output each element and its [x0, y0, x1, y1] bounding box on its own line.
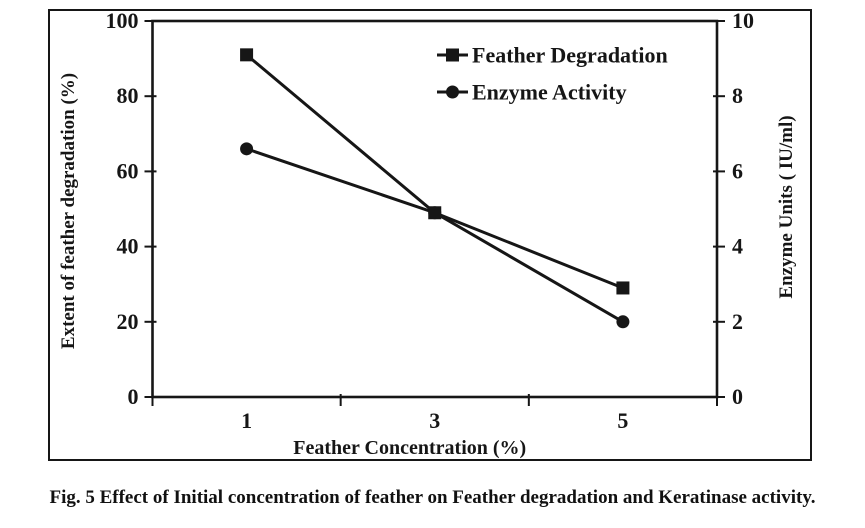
legend-label: Feather Degradation [472, 43, 668, 68]
y-right-tick-label: 0 [732, 384, 743, 409]
y-left-tick-label: 60 [117, 158, 139, 183]
y-right-tick-label: 10 [732, 11, 754, 33]
x-tick-label: 1 [241, 408, 252, 433]
plot-border [151, 19, 719, 399]
y-right-tick-label: 2 [732, 309, 743, 334]
y-left-axis-title: Extent of feather degradation (%) [58, 73, 79, 349]
series-line-enzyme-activity [246, 147, 624, 324]
data-marker-square [616, 281, 630, 295]
data-marker-circle [616, 315, 630, 329]
legend-marker-circle [446, 85, 459, 99]
y-right-tick-label: 6 [732, 158, 743, 183]
legend-marker-square [446, 48, 459, 62]
y-left-tick-label: 0 [128, 384, 139, 409]
y-right-tick-label: 8 [732, 83, 743, 108]
figure-caption: Fig. 5 Effect of Initial concentration o… [49, 487, 816, 508]
data-marker-circle [428, 206, 442, 220]
data-marker-square [240, 48, 254, 62]
y-left-tick-label: 40 [117, 234, 139, 259]
chart-canvas: 0 20 40 60 80 100 0 2 4 6 8 10 1 3 5 Extent of feather … [58, 11, 797, 459]
x-tick-label: 3 [429, 408, 440, 433]
y-left-tick-label: 100 [106, 11, 139, 33]
y-right-axis-title: Enzyme Units ( IU/ml) [776, 115, 797, 298]
y-left-tick-label: 20 [117, 309, 139, 334]
figure-frame: 0 20 40 60 80 100 0 2 4 6 8 10 1 3 5 Extent of feather … [48, 9, 812, 461]
data-marker-circle [240, 142, 254, 156]
y-right-tick-label: 4 [732, 234, 743, 259]
x-tick-label: 5 [617, 408, 628, 433]
legend-label: Enzyme Activity [472, 80, 627, 105]
x-axis-title: Feather Concentration (%) [293, 437, 526, 459]
y-left-tick-label: 80 [117, 83, 139, 108]
